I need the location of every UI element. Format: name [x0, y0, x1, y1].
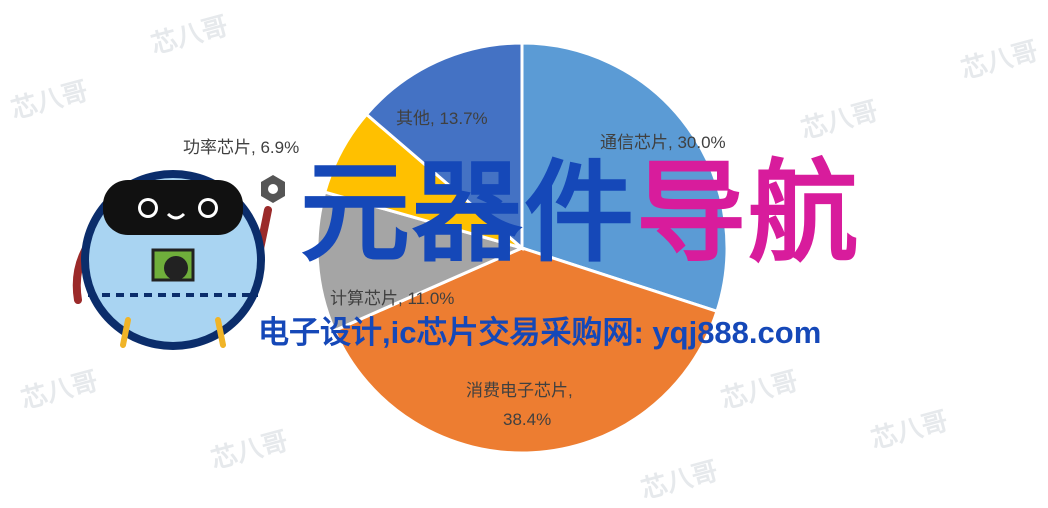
pie-slice-1: [332, 246, 719, 455]
banner-subtitle: 电子设计,ic芯片交易采购网: yqj888.com: [258, 315, 822, 350]
label-jisuan: 计算芯片, 11.0%: [330, 289, 455, 308]
label-gonglv: 功率芯片, 6.9%: [183, 138, 300, 157]
robot-mascot-logo: [72, 170, 285, 350]
pie-slice-0: [520, 41, 729, 314]
label-xiaofei-value: 38.4%: [503, 410, 552, 429]
banner-title-part1: 元器件: [300, 149, 636, 277]
label-tongxin: 通信芯片, 30.0%: [600, 133, 726, 152]
label-xiaofei: 消费电子芯片,: [466, 381, 573, 400]
banner-title: 元器件导航: [300, 158, 860, 268]
banner-title-part2: 导航: [636, 149, 860, 277]
label-qita: 其他, 13.7%: [396, 109, 488, 128]
pie-slice-2: [315, 190, 527, 333]
pie-slice-4: [364, 41, 524, 252]
